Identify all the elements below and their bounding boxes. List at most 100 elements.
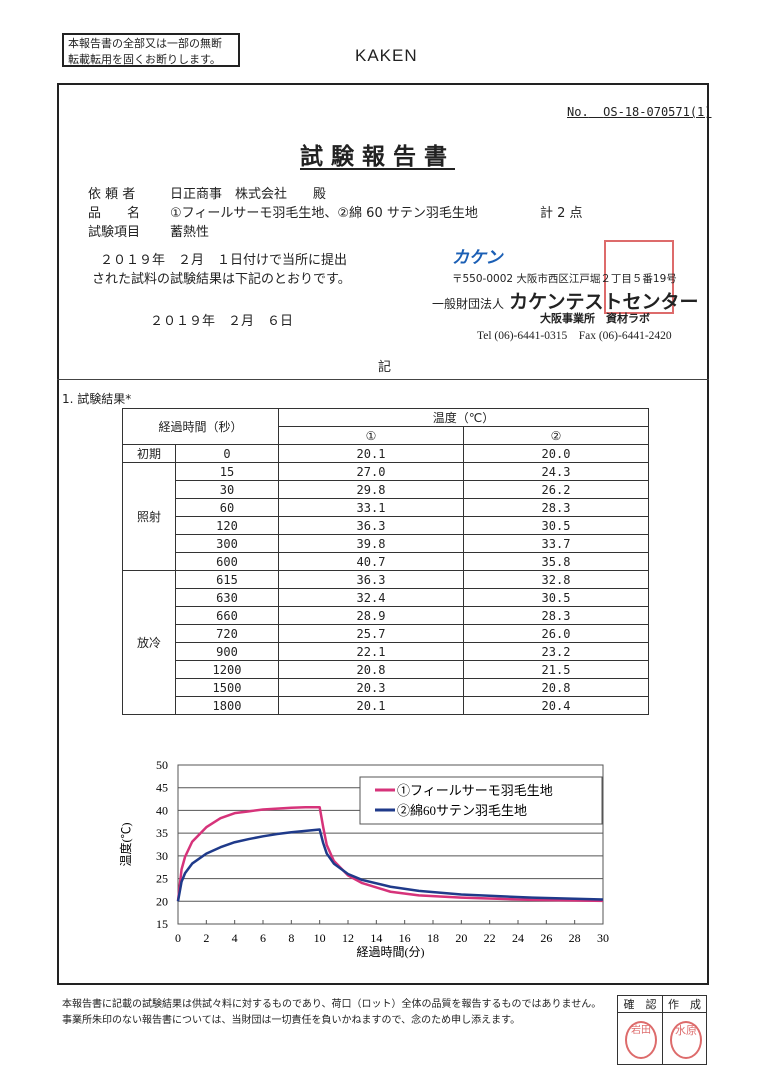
x-axis-label: 経過時間(分): [357, 945, 425, 959]
series-line-1: [176, 805, 604, 903]
time-cell: 30: [175, 480, 279, 499]
results-table: 経過時間（秒） 温度（℃） ① ② 初期 0 20.1 20.0 照射 15 27.0 24.…: [122, 408, 649, 715]
table-row: 120 36.3 30.5: [123, 516, 649, 535]
page-title: 試験報告書: [300, 144, 455, 170]
x-tick-label: 30: [597, 931, 609, 945]
x-tick-label: 28: [569, 931, 581, 945]
statement-line2: された試料の試験結果は下記のとおりです。: [92, 272, 351, 287]
client-row: 依 頼 者日正商事 株式会社 殿: [88, 187, 327, 202]
time-cell: 15: [175, 462, 279, 481]
kaken-logo: カケン: [452, 248, 503, 268]
x-tick-label: 20: [455, 931, 467, 945]
sample1-cell: 40.7: [278, 552, 464, 571]
table-header-row: 経過時間（秒） 温度（℃）: [122, 408, 649, 445]
sample2-cell: 26.0: [463, 624, 649, 643]
issuer-contact: Tel (06)-6441-0315 Fax (06)-6441-2420: [477, 330, 672, 342]
report-frame: [57, 83, 709, 985]
ki-mark: 記: [378, 360, 392, 375]
x-tick-label: 10: [314, 931, 326, 945]
disclaimer-line: 事業所朱印のない報告書については、当財団は一切責任を負いかねますので、念のため申…: [62, 1015, 521, 1026]
time-cell: 615: [175, 570, 279, 589]
time-header: 経過時間（秒）: [122, 408, 279, 445]
x-tick-label: 2: [203, 931, 209, 945]
sample2-cell: 35.8: [463, 552, 649, 571]
group-label: 初期: [122, 444, 176, 463]
sample2-cell: 30.5: [463, 588, 649, 607]
y-tick-label: 45: [156, 781, 168, 795]
sample1-cell: 29.8: [278, 480, 464, 499]
confirm-label: 確 認: [618, 996, 663, 1013]
time-cell: 1200: [175, 660, 279, 679]
prepare-label: 作 成: [663, 996, 706, 1013]
x-tick-label: 12: [342, 931, 354, 945]
table-row: 1200 20.8 21.5: [123, 660, 649, 679]
sample1-cell: 22.1: [278, 642, 464, 661]
group-label: 照射: [122, 462, 176, 571]
sample1-cell: 25.7: [278, 624, 464, 643]
sample1-cell: 33.1: [278, 498, 464, 517]
x-tick-label: 22: [484, 931, 496, 945]
sample2-cell: 33.7: [463, 534, 649, 553]
sample2-cell: 32.8: [463, 570, 649, 589]
time-cell: 0: [175, 444, 279, 463]
confirm-seal: 岩田: [625, 1021, 657, 1059]
table-row: 720 25.7 26.0: [123, 624, 649, 643]
x-tick-label: 14: [370, 931, 382, 945]
sample1-cell: 28.9: [278, 606, 464, 625]
group-label: 放冷: [122, 570, 176, 715]
x-tick-label: 8: [288, 931, 294, 945]
legend: [359, 776, 603, 825]
sample2-cell: 20.4: [463, 696, 649, 715]
sample2-cell: 20.0: [463, 444, 649, 463]
table-row: 660 28.9 28.3: [123, 606, 649, 625]
legend-label: ①フィールサーモ羽毛生地: [397, 783, 553, 798]
time-cell: 660: [175, 606, 279, 625]
copyright-notice: 本報告書の全部又は一部の無断 転載転用を固くお断りします。: [62, 33, 240, 67]
table-row: 30 29.8 26.2: [123, 480, 649, 499]
sample2-cell: 23.2: [463, 642, 649, 661]
sample2-cell: 24.3: [463, 462, 649, 481]
table-row: 初期 0 20.1 20.0: [122, 444, 649, 463]
sample1-cell: 20.1: [278, 444, 464, 463]
series-line-2: [176, 828, 604, 902]
time-cell: 1800: [175, 696, 279, 715]
temp-header: 温度（℃）: [278, 408, 649, 427]
y-tick-label: 20: [156, 894, 168, 908]
y-tick-label: 50: [156, 758, 168, 772]
issuer-address: 〒550-0002 大阪市西区江戸堀２丁目５番19号: [452, 273, 677, 285]
legend-label: ②綿60サテン羽毛生地: [397, 803, 527, 818]
plot-area: [177, 764, 604, 925]
table-row: 1500 20.3 20.8: [123, 678, 649, 697]
test-item-row: 試験項目 蓄熱性: [88, 225, 210, 240]
sample1-cell: 20.1: [278, 696, 464, 715]
issuer-office: 大阪事業所 資材ラボ: [540, 312, 650, 325]
y-tick-label: 15: [156, 917, 168, 931]
sample1-cell: 20.3: [278, 678, 464, 697]
sample1-cell: 36.3: [278, 570, 464, 589]
table-row: 900 22.1 23.2: [123, 642, 649, 661]
table-row: 1800 20.1 20.4: [123, 696, 649, 715]
x-tick-label: 18: [427, 931, 439, 945]
sample2-cell: 28.3: [463, 498, 649, 517]
brand-logo: KAKEN: [355, 46, 418, 65]
section-title: 1. 試験結果*: [62, 392, 132, 406]
x-tick-label: 0: [175, 931, 181, 945]
divider: [57, 379, 709, 380]
y-axis-label: 温度(℃): [118, 823, 133, 867]
y-tick-label: 30: [156, 849, 168, 863]
y-tick-label: 25: [156, 872, 168, 886]
sample1-cell: 36.3: [278, 516, 464, 535]
time-cell: 630: [175, 588, 279, 607]
product-row: 品 名 ①フィールサーモ羽毛生地、②綿 60 サテン羽毛生地計 2 点: [88, 206, 583, 221]
statement-line1: ２０１９年 ２月 １日付けで当所に提出: [100, 253, 348, 268]
issue-date: ２０１９年 ２月 ６日: [150, 314, 294, 329]
time-cell: 1500: [175, 678, 279, 697]
time-cell: 900: [175, 642, 279, 661]
prepare-seal: 水原: [670, 1021, 702, 1059]
x-tick-label: 4: [232, 931, 238, 945]
time-cell: 300: [175, 534, 279, 553]
y-tick-label: 40: [156, 803, 168, 817]
sample2-cell: 28.3: [463, 606, 649, 625]
sample1-cell: 32.4: [278, 588, 464, 607]
sample1-cell: 20.8: [278, 660, 464, 679]
